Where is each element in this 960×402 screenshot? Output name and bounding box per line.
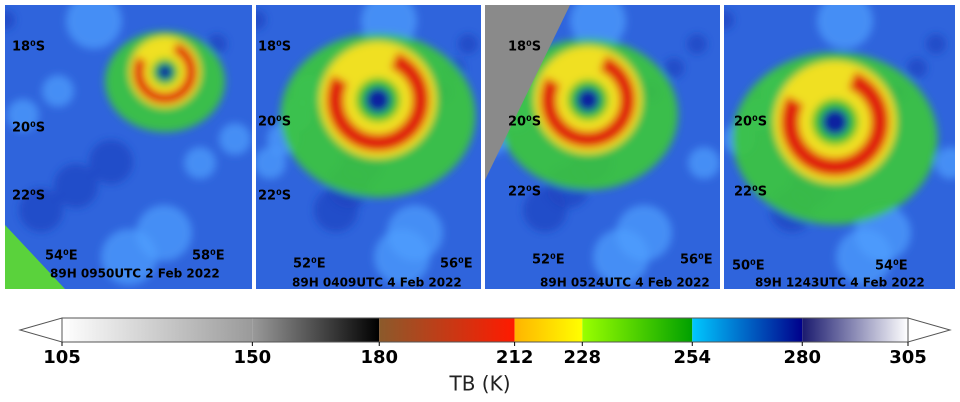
cloud-patch	[935, 147, 955, 179]
cloud-patch	[593, 229, 649, 285]
lat-label: 18⁰S	[258, 40, 291, 55]
lat-label: 22⁰S	[258, 189, 291, 204]
color-segment	[582, 318, 693, 342]
lat-label: 20⁰S	[258, 115, 291, 130]
tick-label: 228	[564, 347, 602, 368]
red-band	[540, 52, 636, 148]
cloud-patch	[836, 229, 892, 285]
satellite-panel	[724, 5, 955, 289]
land-mask	[5, 225, 65, 289]
cloud-patch	[184, 147, 216, 179]
red-band	[326, 48, 430, 152]
red-band	[780, 67, 890, 177]
cloud-patch	[570, 5, 626, 49]
cloud-patch	[219, 123, 251, 155]
colorbar-label: TB (K)	[448, 372, 510, 396]
cloud-patch	[664, 58, 684, 78]
caption: 89H 0409UTC 4 Feb 2022	[292, 276, 462, 290]
tick-label: 180	[360, 347, 398, 368]
cloud-patch	[54, 164, 98, 208]
eye	[821, 108, 849, 136]
color-segment	[379, 318, 515, 342]
lat-label: 22⁰S	[734, 185, 767, 200]
caption: 89H 0950UTC 2 Feb 2022	[50, 267, 220, 281]
cloud-patch	[688, 147, 720, 179]
lat-label: 18⁰S	[12, 40, 45, 55]
color-segment	[62, 318, 253, 342]
cloud-patch	[314, 188, 358, 232]
lon-label: 52⁰E	[293, 257, 326, 272]
cloud-patch	[101, 229, 157, 285]
panels: 18⁰S 20⁰S 22⁰S 54⁰E 58⁰E 89H 0950UTC 2 Feb 20…	[5, 5, 955, 290]
low-extend	[18, 317, 63, 343]
lon-label: 56⁰E	[440, 257, 473, 272]
cloud-patch	[256, 10, 266, 30]
high-extend	[907, 317, 952, 343]
lat-label: 18⁰S	[508, 40, 541, 55]
tick-label: 254	[673, 347, 711, 368]
cloud-patch	[66, 5, 122, 49]
tick-label: 105	[43, 347, 81, 368]
cloud-patch	[89, 140, 133, 184]
lat-label: 22⁰S	[508, 185, 541, 200]
lon-label: 58⁰E	[192, 249, 225, 264]
caption: 89H 1243UTC 4 Feb 2022	[755, 276, 925, 290]
color-segment	[802, 318, 908, 342]
colorbar: 105 150 180 212 228 254 280 305 TB (K)	[18, 317, 952, 396]
lat-label: 20⁰S	[12, 121, 45, 136]
red-band	[133, 40, 197, 104]
imagery	[256, 5, 478, 285]
tick-label: 150	[234, 347, 272, 368]
satellite-panel	[485, 5, 720, 289]
color-segment	[252, 318, 380, 342]
cloud-patch	[374, 229, 430, 285]
tick-label: 212	[496, 347, 534, 368]
cloud-patch	[687, 34, 707, 54]
color-segment	[514, 318, 583, 342]
cloud-patch	[458, 34, 478, 54]
satellite-panel	[256, 5, 481, 289]
imagery	[724, 5, 955, 285]
eye	[157, 64, 173, 80]
lon-label: 52⁰E	[532, 253, 565, 268]
color-segment	[692, 318, 803, 342]
tick-label: 305	[889, 347, 927, 368]
eye	[365, 87, 391, 113]
eye	[576, 88, 600, 112]
lat-label: 20⁰S	[734, 115, 767, 130]
colorbar-frame	[61, 317, 909, 343]
cloud-patch	[7, 99, 39, 131]
cloud-patch	[926, 34, 946, 54]
cloud-patch	[207, 34, 227, 54]
cloud-patch	[817, 5, 873, 49]
imagery	[5, 5, 251, 285]
cloud-patch	[256, 147, 286, 179]
lon-label: 54⁰E	[45, 249, 78, 264]
cloud-patch	[724, 10, 734, 30]
lon-label: 54⁰E	[875, 259, 908, 274]
lat-label: 20⁰S	[508, 115, 541, 130]
cloud-patch	[42, 75, 74, 107]
cloud-patch	[523, 188, 567, 232]
satellite-panel	[5, 5, 252, 289]
lon-label: 50⁰E	[732, 259, 765, 274]
cloud-patch	[19, 188, 63, 232]
missing-data	[485, 5, 570, 180]
caption: 89H 0524UTC 4 Feb 2022	[540, 276, 710, 290]
tick-label: 280	[783, 347, 821, 368]
cloud-patch	[907, 58, 927, 78]
lon-label: 56⁰E	[680, 253, 713, 268]
lat-label: 22⁰S	[12, 189, 45, 204]
cloud-patch	[5, 10, 15, 30]
